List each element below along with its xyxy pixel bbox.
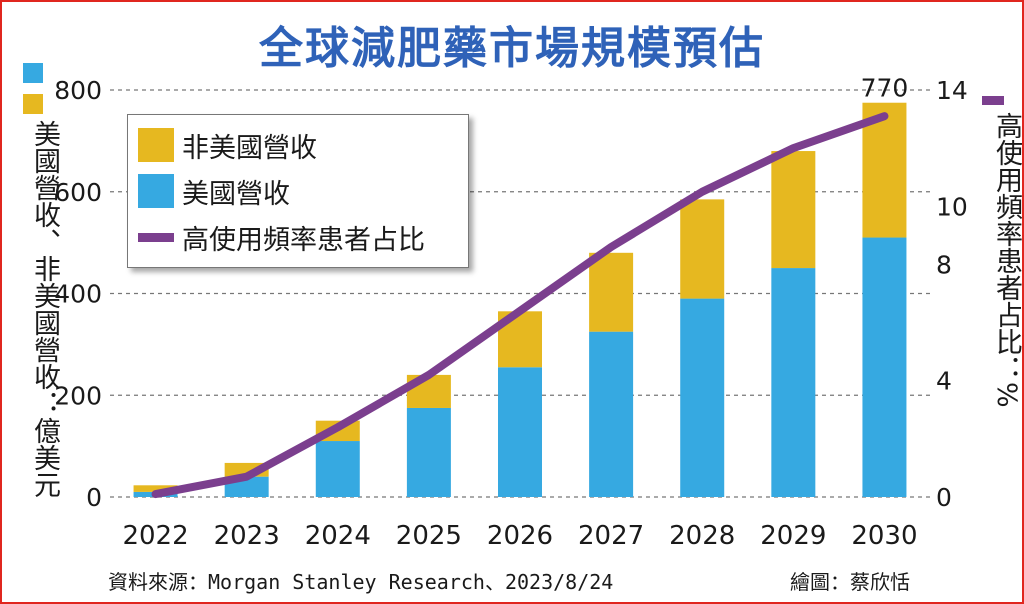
x-tick-label: 2027 — [578, 521, 644, 551]
legend-label-non-us: 非美國營收 — [182, 132, 317, 164]
x-tick-label: 2022 — [122, 521, 188, 551]
y-right-tick-label: 8 — [936, 250, 952, 279]
x-tick-label: 2026 — [487, 521, 553, 551]
legend-item-us: 美國營收 — [138, 171, 290, 211]
chart-title: 全球減肥藥市場規模預估 — [259, 23, 765, 74]
y-left-tick-label: 0 — [86, 483, 102, 512]
legend-swatch-non-us — [138, 128, 174, 162]
legend: 非美國營收 美國營收 高使用頻率患者占比 — [127, 114, 469, 268]
y-left-tick-label: 600 — [54, 178, 102, 207]
x-tick-label: 2030 — [851, 521, 917, 551]
y-right-tick-label: 4 — [936, 367, 952, 396]
bar-non-us — [771, 151, 816, 269]
source-note: 資料來源：Morgan Stanley Research、2023/8/24 — [108, 570, 614, 594]
bar-us — [771, 268, 816, 497]
y-left-tick-label: 200 — [54, 381, 102, 410]
credit-note: 繪圖：蔡欣恬 — [790, 570, 910, 594]
x-tick-label: 2024 — [305, 521, 371, 551]
bar-us — [406, 407, 451, 497]
bar-us — [680, 298, 725, 497]
annotation-label: 770 — [861, 74, 909, 103]
legend-item-line: 高使用頻率患者占比 — [138, 217, 425, 257]
legend-item-non-us: 非美國營收 — [138, 125, 317, 165]
legend-swatch-us — [138, 174, 174, 208]
bar-us — [498, 367, 542, 497]
y-right-tick-label: 0 — [936, 483, 952, 512]
bar-us — [315, 441, 360, 497]
bar-us — [862, 237, 907, 497]
legend-swatch-line — [138, 232, 174, 242]
legend-label-us: 美國營收 — [182, 178, 290, 210]
y-right-tick-label: 10 — [936, 192, 968, 221]
legend-label-line: 高使用頻率患者占比 — [182, 224, 425, 256]
bar-non-us — [589, 252, 634, 332]
x-tick-label: 2025 — [396, 521, 462, 551]
us-revenue-swatch-axis — [23, 63, 43, 83]
bar-non-us — [133, 485, 178, 492]
non-us-revenue-swatch-axis — [23, 94, 43, 114]
y-left-tick-label: 400 — [54, 280, 102, 309]
y-left-tick-label: 800 — [54, 76, 102, 105]
x-tick-label: 2029 — [760, 521, 826, 551]
bar-non-us — [680, 199, 725, 299]
x-tick-label: 2023 — [214, 521, 280, 551]
x-tick-label: 2028 — [669, 521, 735, 551]
line-series — [151, 112, 889, 499]
right-axis-label: 高使用頻率患者占比：% — [991, 112, 1022, 408]
y-right-tick-label: 14 — [936, 76, 968, 105]
left-axis-label: 美國營收、非美國營收：億美元 — [29, 120, 60, 498]
bar-us — [589, 331, 634, 497]
line-swatch-axis — [982, 96, 1004, 105]
